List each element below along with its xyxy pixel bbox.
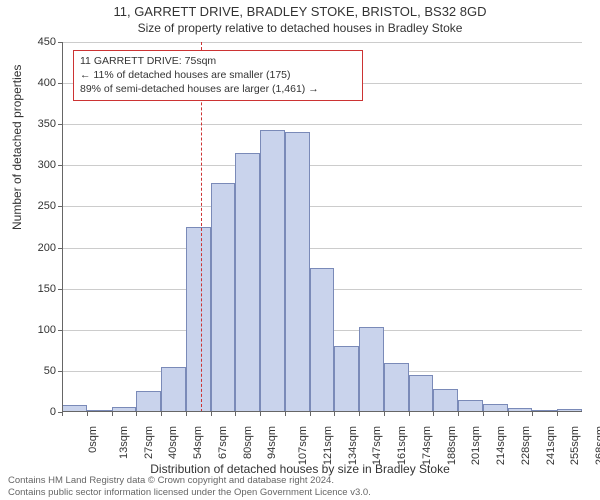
histogram-bar [260, 130, 285, 412]
y-tick-label: 300 [16, 159, 56, 171]
annotation-box: 11 GARRETT DRIVE: 75sqm ← 11% of detache… [73, 50, 363, 101]
y-tick-mark [58, 42, 62, 43]
x-tick-mark [557, 412, 558, 416]
histogram-bar [136, 391, 161, 412]
chart-title: 11, GARRETT DRIVE, BRADLEY STOKE, BRISTO… [0, 4, 600, 19]
chart-container: 11, GARRETT DRIVE, BRADLEY STOKE, BRISTO… [0, 0, 600, 500]
histogram-bar [359, 327, 384, 412]
footer-line1: Contains HM Land Registry data © Crown c… [8, 475, 371, 486]
x-tick-mark [359, 412, 360, 416]
x-tick-label: 161sqm [396, 426, 408, 465]
y-tick-label: 150 [16, 283, 56, 295]
x-tick-label: 214sqm [495, 426, 507, 465]
y-tick-label: 100 [16, 324, 56, 336]
y-tick-mark [58, 289, 62, 290]
histogram-bar [285, 132, 310, 412]
x-tick-mark [433, 412, 434, 416]
x-tick-label: 241sqm [545, 426, 557, 465]
y-axis-line [62, 42, 63, 412]
x-tick-label: 174sqm [421, 426, 433, 465]
gridline [62, 206, 582, 207]
y-tick-label: 350 [16, 118, 56, 130]
y-tick-mark [58, 83, 62, 84]
x-tick-label: 67sqm [217, 426, 229, 459]
histogram-bar [211, 183, 236, 412]
x-tick-label: 94sqm [266, 426, 278, 459]
y-tick-mark [58, 165, 62, 166]
x-axis-line [62, 411, 582, 412]
x-tick-label: 40sqm [167, 426, 179, 459]
x-tick-mark [186, 412, 187, 416]
gridline [62, 248, 582, 249]
x-tick-mark [384, 412, 385, 416]
x-tick-label: 0sqm [87, 426, 99, 453]
x-tick-mark [211, 412, 212, 416]
annotation-line2: ← 11% of detached houses are smaller (17… [80, 68, 356, 82]
y-tick-mark [58, 206, 62, 207]
x-tick-mark [112, 412, 113, 416]
annotation-line3: 89% of semi-detached houses are larger (… [80, 82, 356, 96]
x-tick-label: 147sqm [372, 426, 384, 465]
x-tick-label: 201sqm [471, 426, 483, 465]
x-tick-mark [260, 412, 261, 416]
x-tick-label: 80sqm [242, 426, 254, 459]
x-axis-title: Distribution of detached houses by size … [0, 462, 600, 476]
x-tick-mark [483, 412, 484, 416]
footer: Contains HM Land Registry data © Crown c… [8, 475, 371, 498]
x-tick-mark [334, 412, 335, 416]
x-tick-label: 121sqm [322, 426, 334, 465]
y-tick-label: 200 [16, 242, 56, 254]
x-tick-label: 268sqm [594, 426, 600, 465]
y-tick-mark [58, 330, 62, 331]
histogram-bar [310, 268, 335, 412]
x-tick-mark [62, 412, 63, 416]
y-tick-mark [58, 124, 62, 125]
x-tick-mark [532, 412, 533, 416]
x-tick-mark [508, 412, 509, 416]
chart-subtitle: Size of property relative to detached ho… [0, 21, 600, 35]
x-tick-mark [310, 412, 311, 416]
x-tick-mark [87, 412, 88, 416]
histogram-bar [161, 367, 186, 412]
y-tick-label: 0 [16, 406, 56, 418]
histogram-bar [235, 153, 260, 412]
x-tick-label: 107sqm [297, 426, 309, 465]
histogram-bar [409, 375, 434, 412]
x-tick-label: 134sqm [347, 426, 359, 465]
histogram-bar [433, 389, 458, 412]
x-tick-mark [235, 412, 236, 416]
histogram-bar [186, 227, 211, 412]
x-tick-mark [161, 412, 162, 416]
x-tick-label: 188sqm [446, 426, 458, 465]
gridline [62, 124, 582, 125]
y-tick-label: 250 [16, 200, 56, 212]
gridline [62, 165, 582, 166]
histogram-bar [334, 346, 359, 412]
y-tick-label: 50 [16, 365, 56, 377]
y-tick-mark [58, 371, 62, 372]
x-tick-mark [285, 412, 286, 416]
x-tick-label: 255sqm [570, 426, 582, 465]
footer-line2: Contains public sector information licen… [8, 487, 371, 498]
x-tick-mark [409, 412, 410, 416]
histogram-bar [384, 363, 409, 412]
annotation-line1: 11 GARRETT DRIVE: 75sqm [80, 54, 356, 68]
x-tick-label: 228sqm [520, 426, 532, 465]
x-tick-mark [136, 412, 137, 416]
gridline [62, 42, 582, 43]
x-tick-mark [458, 412, 459, 416]
y-tick-label: 400 [16, 77, 56, 89]
y-tick-label: 450 [16, 36, 56, 48]
x-tick-label: 27sqm [143, 426, 155, 459]
y-tick-mark [58, 248, 62, 249]
x-tick-label: 54sqm [192, 426, 204, 459]
x-tick-label: 13sqm [118, 426, 130, 459]
